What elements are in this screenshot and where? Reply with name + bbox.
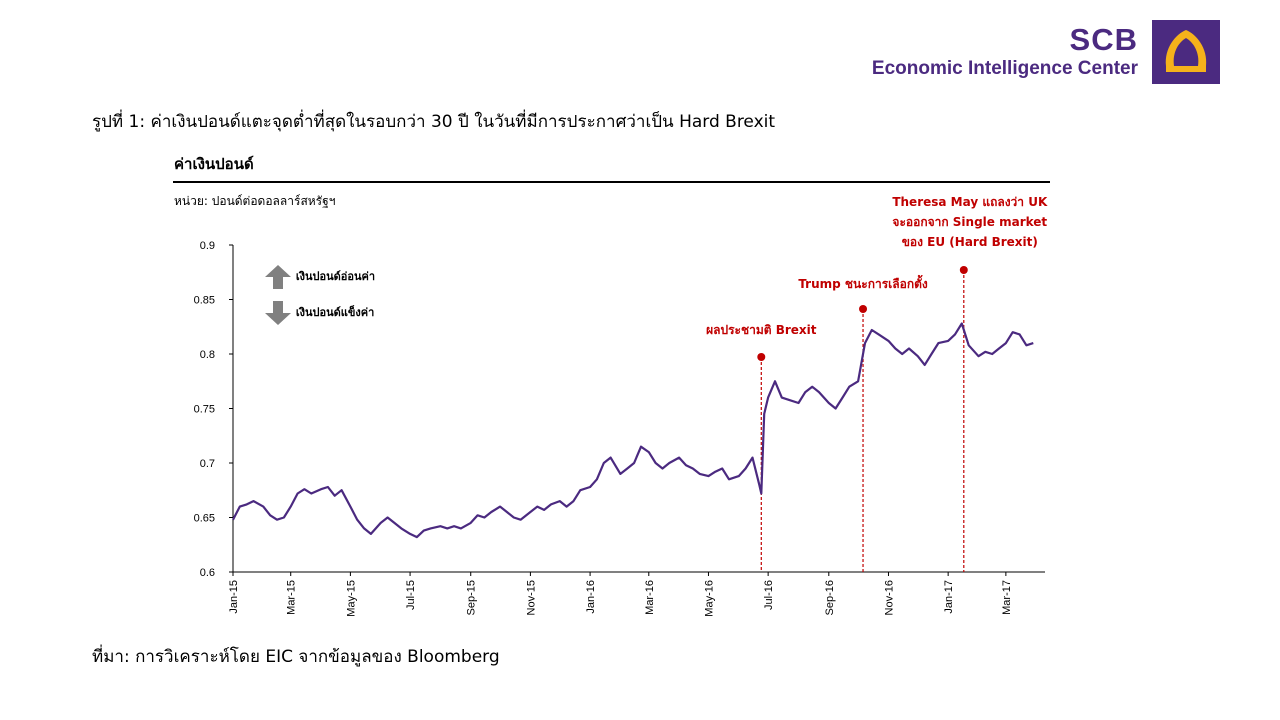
- unit-label: หน่วย: ปอนด์ต่อดอลลาร์สหรัฐฯ: [174, 194, 336, 208]
- y-tick-label: 0.8: [200, 349, 215, 361]
- legend-item-weaker: เงินปอนด์อ่อนค่า: [264, 264, 375, 290]
- x-tick-label: Jan-15: [228, 580, 240, 614]
- x-tick-label: Mar-17: [1001, 580, 1013, 615]
- x-tick-label: May-15: [345, 580, 357, 617]
- brand-tagline: Economic Intelligence Center: [871, 58, 1138, 79]
- arrow-down-icon: [265, 301, 291, 325]
- x-tick-label: Jul-15: [405, 580, 417, 610]
- figure-title: รูปที่ 1: ค่าเงินปอนด์แตะจุดต่ำที่สุดในร…: [92, 112, 776, 132]
- x-tick-label: Sep-16: [824, 580, 836, 615]
- y-tick-label: 0.9: [200, 240, 215, 252]
- arrow-up-icon: [265, 265, 291, 289]
- title-divider: [173, 181, 1050, 183]
- annotation-label: ของ EU (Hard Brexit): [902, 235, 1038, 249]
- x-tick-label: Mar-15: [286, 580, 298, 615]
- x-tick-label: May-16: [703, 580, 715, 617]
- gbp-series-line: [232, 322, 1034, 539]
- x-tick-label: Jan-16: [585, 580, 597, 614]
- x-tick-label: Sep-15: [466, 580, 478, 615]
- brand-name: SCB: [1069, 22, 1138, 57]
- x-tick-label: Mar-16: [644, 580, 656, 615]
- annotation-label: ผลประชามติ Brexit: [706, 323, 817, 337]
- legend-item-stronger: เงินปอนด์แข็งค่า: [264, 300, 374, 326]
- x-tick-label: Nov-15: [525, 580, 537, 615]
- annotation-dot: [757, 353, 766, 361]
- brand-header: SCB Economic Intelligence Center: [860, 18, 1220, 88]
- source-note: ที่มา: การวิเคราะห์โดย EIC จากข้อมูลของ …: [92, 647, 500, 667]
- y-tick-label: 0.75: [194, 404, 215, 416]
- scb-temple-logo-icon: [1152, 20, 1220, 84]
- y-tick-label: 0.65: [194, 513, 215, 525]
- annotation-dot: [959, 266, 968, 274]
- x-tick-label: Jan-17: [943, 580, 955, 614]
- annotation-dot: [859, 305, 868, 313]
- x-tick-label: Nov-16: [883, 580, 895, 615]
- annotation-label: Trump ชนะการเลือกตั้ง: [798, 274, 928, 291]
- annotation-label: Theresa May แถลงว่า UK: [892, 195, 1048, 209]
- y-tick-label: 0.85: [194, 295, 215, 307]
- y-tick-label: 0.7: [200, 458, 215, 470]
- chart-title: ค่าเงินปอนด์: [174, 155, 254, 173]
- x-tick-label: Jul-16: [763, 580, 775, 610]
- legend-label: เงินปอนด์แข็งค่า: [295, 306, 375, 319]
- legend-label: เงินปอนด์อ่อนค่า: [295, 270, 376, 283]
- y-tick-label: 0.6: [200, 567, 215, 579]
- annotation-label: จะออกจาก Single market: [892, 215, 1047, 229]
